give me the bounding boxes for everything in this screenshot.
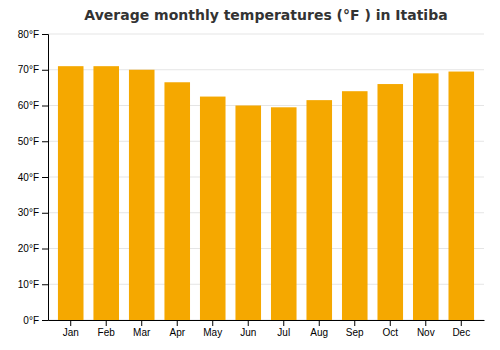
bar [413, 73, 439, 320]
x-tick-label: Feb [98, 327, 116, 338]
y-tick-mark [42, 106, 48, 107]
bar [448, 72, 474, 320]
bar [164, 82, 190, 320]
x-tick: Jan [63, 320, 79, 338]
x-tick: Mar [133, 320, 151, 338]
x-tick: Apr [169, 320, 185, 338]
y-tick-mark [42, 284, 48, 285]
y-axis: 0°F 10°F 20°F 30°F 40°F 50°F 60°F 70°F 80°F [18, 29, 49, 326]
x-tick-mark [70, 320, 71, 326]
x-tick-mark [283, 320, 284, 326]
y-tick-label: 20°F [18, 243, 39, 254]
x-tick-mark [141, 320, 142, 326]
x-tick-mark [390, 320, 391, 326]
x-tick: Oct [382, 320, 398, 338]
x-tick-mark [177, 320, 178, 326]
x-tick-mark [319, 320, 320, 326]
x-tick-label: Nov [417, 327, 435, 338]
x-tick-mark [354, 320, 355, 326]
x-tick: May [203, 320, 222, 338]
y-tick-label: 0°F [23, 315, 39, 326]
x-axis-line [49, 320, 485, 321]
bar [342, 91, 368, 320]
y-tick: 80°F [18, 29, 48, 40]
bar [93, 66, 119, 320]
chart: 0°F 10°F 20°F 30°F 40°F 50°F 60°F 70°F 80°F Jan Fe… [0, 0, 500, 350]
x-tick: Sep [346, 320, 364, 338]
bar [377, 84, 403, 320]
bar [271, 107, 297, 320]
y-tick-label: 40°F [18, 172, 39, 183]
x-tick: Aug [310, 320, 328, 338]
y-tick-label: 10°F [18, 279, 39, 290]
x-tick-mark [425, 320, 426, 326]
x-tick-label: Aug [310, 327, 328, 338]
y-tick-label: 50°F [18, 136, 39, 147]
y-tick: 30°F [18, 207, 48, 218]
x-tick-label: Mar [133, 327, 151, 338]
x-tick-label: Jul [277, 327, 290, 338]
title: Average monthly temperatures (°F ) in It… [84, 7, 447, 23]
x-tick-mark [461, 320, 462, 326]
x-tick-label: Oct [382, 327, 398, 338]
x-tick: Dec [452, 320, 470, 338]
grid-line [48, 34, 484, 35]
bar [129, 70, 155, 320]
y-tick-mark [42, 70, 48, 71]
x-tick-label: Dec [452, 327, 470, 338]
bar [58, 66, 84, 320]
y-tick-mark [42, 213, 48, 214]
bar [306, 100, 332, 320]
x-tick: Nov [417, 320, 435, 338]
x-tick-label: Sep [346, 327, 364, 338]
y-tick: 10°F [18, 279, 48, 290]
bars [58, 66, 474, 320]
y-tick-mark [42, 141, 48, 142]
x-tick-mark [248, 320, 249, 326]
x-tick: Feb [98, 320, 116, 338]
y-tick-label: 80°F [18, 29, 39, 40]
x-tick-label: Jan [63, 327, 79, 338]
y-tick: 50°F [18, 136, 48, 147]
y-axis-line [42, 35, 49, 321]
x-tick: Jun [240, 320, 256, 338]
y-tick-mark [42, 320, 48, 321]
y-tick: 60°F [18, 100, 48, 111]
x-axis: Jan Feb Mar Apr May Jun Jul Aug Sep Oct Nov Dec [49, 320, 485, 338]
y-tick-label: 70°F [18, 64, 39, 75]
x-tick-mark [212, 320, 213, 326]
y-tick: 70°F [18, 64, 48, 75]
y-tick-mark [42, 177, 48, 178]
y-tick-mark [42, 249, 48, 250]
bar [200, 97, 226, 320]
x-tick-mark [106, 320, 107, 326]
y-tick: 40°F [18, 172, 48, 183]
x-tick-label: May [203, 327, 222, 338]
y-tick-label: 30°F [18, 207, 39, 218]
x-tick-label: Jun [240, 327, 256, 338]
bar [235, 106, 261, 321]
y-tick: 0°F [23, 315, 48, 326]
x-tick: Jul [277, 320, 290, 338]
y-tick-label: 60°F [18, 100, 39, 111]
grid [48, 34, 484, 320]
y-tick: 20°F [18, 243, 48, 254]
x-tick-label: Apr [169, 327, 185, 338]
y-tick-mark [42, 34, 48, 35]
plot: 0°F 10°F 20°F 30°F 40°F 50°F 60°F 70°F 80°F Jan Fe… [18, 29, 485, 338]
